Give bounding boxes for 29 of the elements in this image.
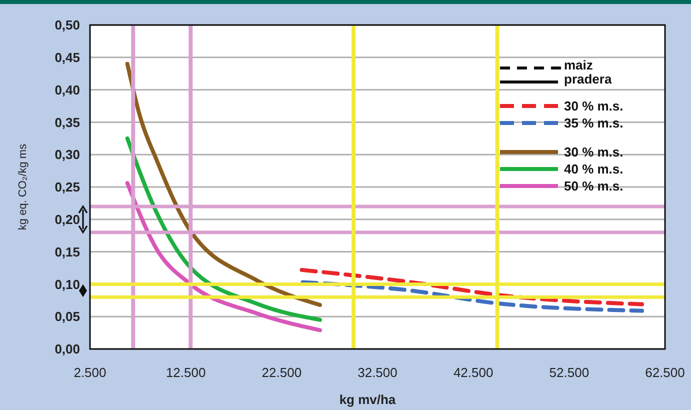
x-tick-label: 2.500 [74,365,106,380]
x-tick-label: 12.500 [166,365,206,380]
y-tick-label: 0,10 [54,276,80,292]
legend-label: 35 % m.s. [564,116,624,131]
x-tick-label: 42.500 [453,365,494,380]
line-series [300,268,644,306]
y-tick-label: 0,15 [54,244,80,260]
y-tick-label: 0,50 [54,18,80,33]
y-tick-label: 0,05 [54,309,80,324]
x-tick-label: 22.500 [262,365,302,380]
legend-label: 30 % m.s. [564,98,624,114]
legend-label: 40 % m.s. [564,162,624,177]
legend-label: 30 % m.s. [564,144,624,160]
x-tick-label: 62.500 [645,365,685,380]
y-tick-label: 0,00 [54,342,80,357]
x-axis-title: kg mv/ha [339,392,396,407]
y-tick-label: 0,30 [54,147,80,162]
x-tick-label: 32.500 [358,365,398,380]
x-tick-label: 52.500 [549,365,590,380]
annotation: pradera [564,71,612,86]
line-series [300,280,644,313]
y-axis-title: kg eq. CO₂/kg ms [17,143,29,230]
annotation: maiz [564,57,594,72]
y-tick-label: 0,45 [54,50,80,65]
y-tick-label: 0,40 [54,82,80,98]
y-tick-label: 0,35 [54,114,80,130]
y-tick-label: 0,20 [54,212,80,227]
legend-label: 50 % m.s. [564,178,624,194]
y-tick-label: 0,25 [54,180,80,195]
